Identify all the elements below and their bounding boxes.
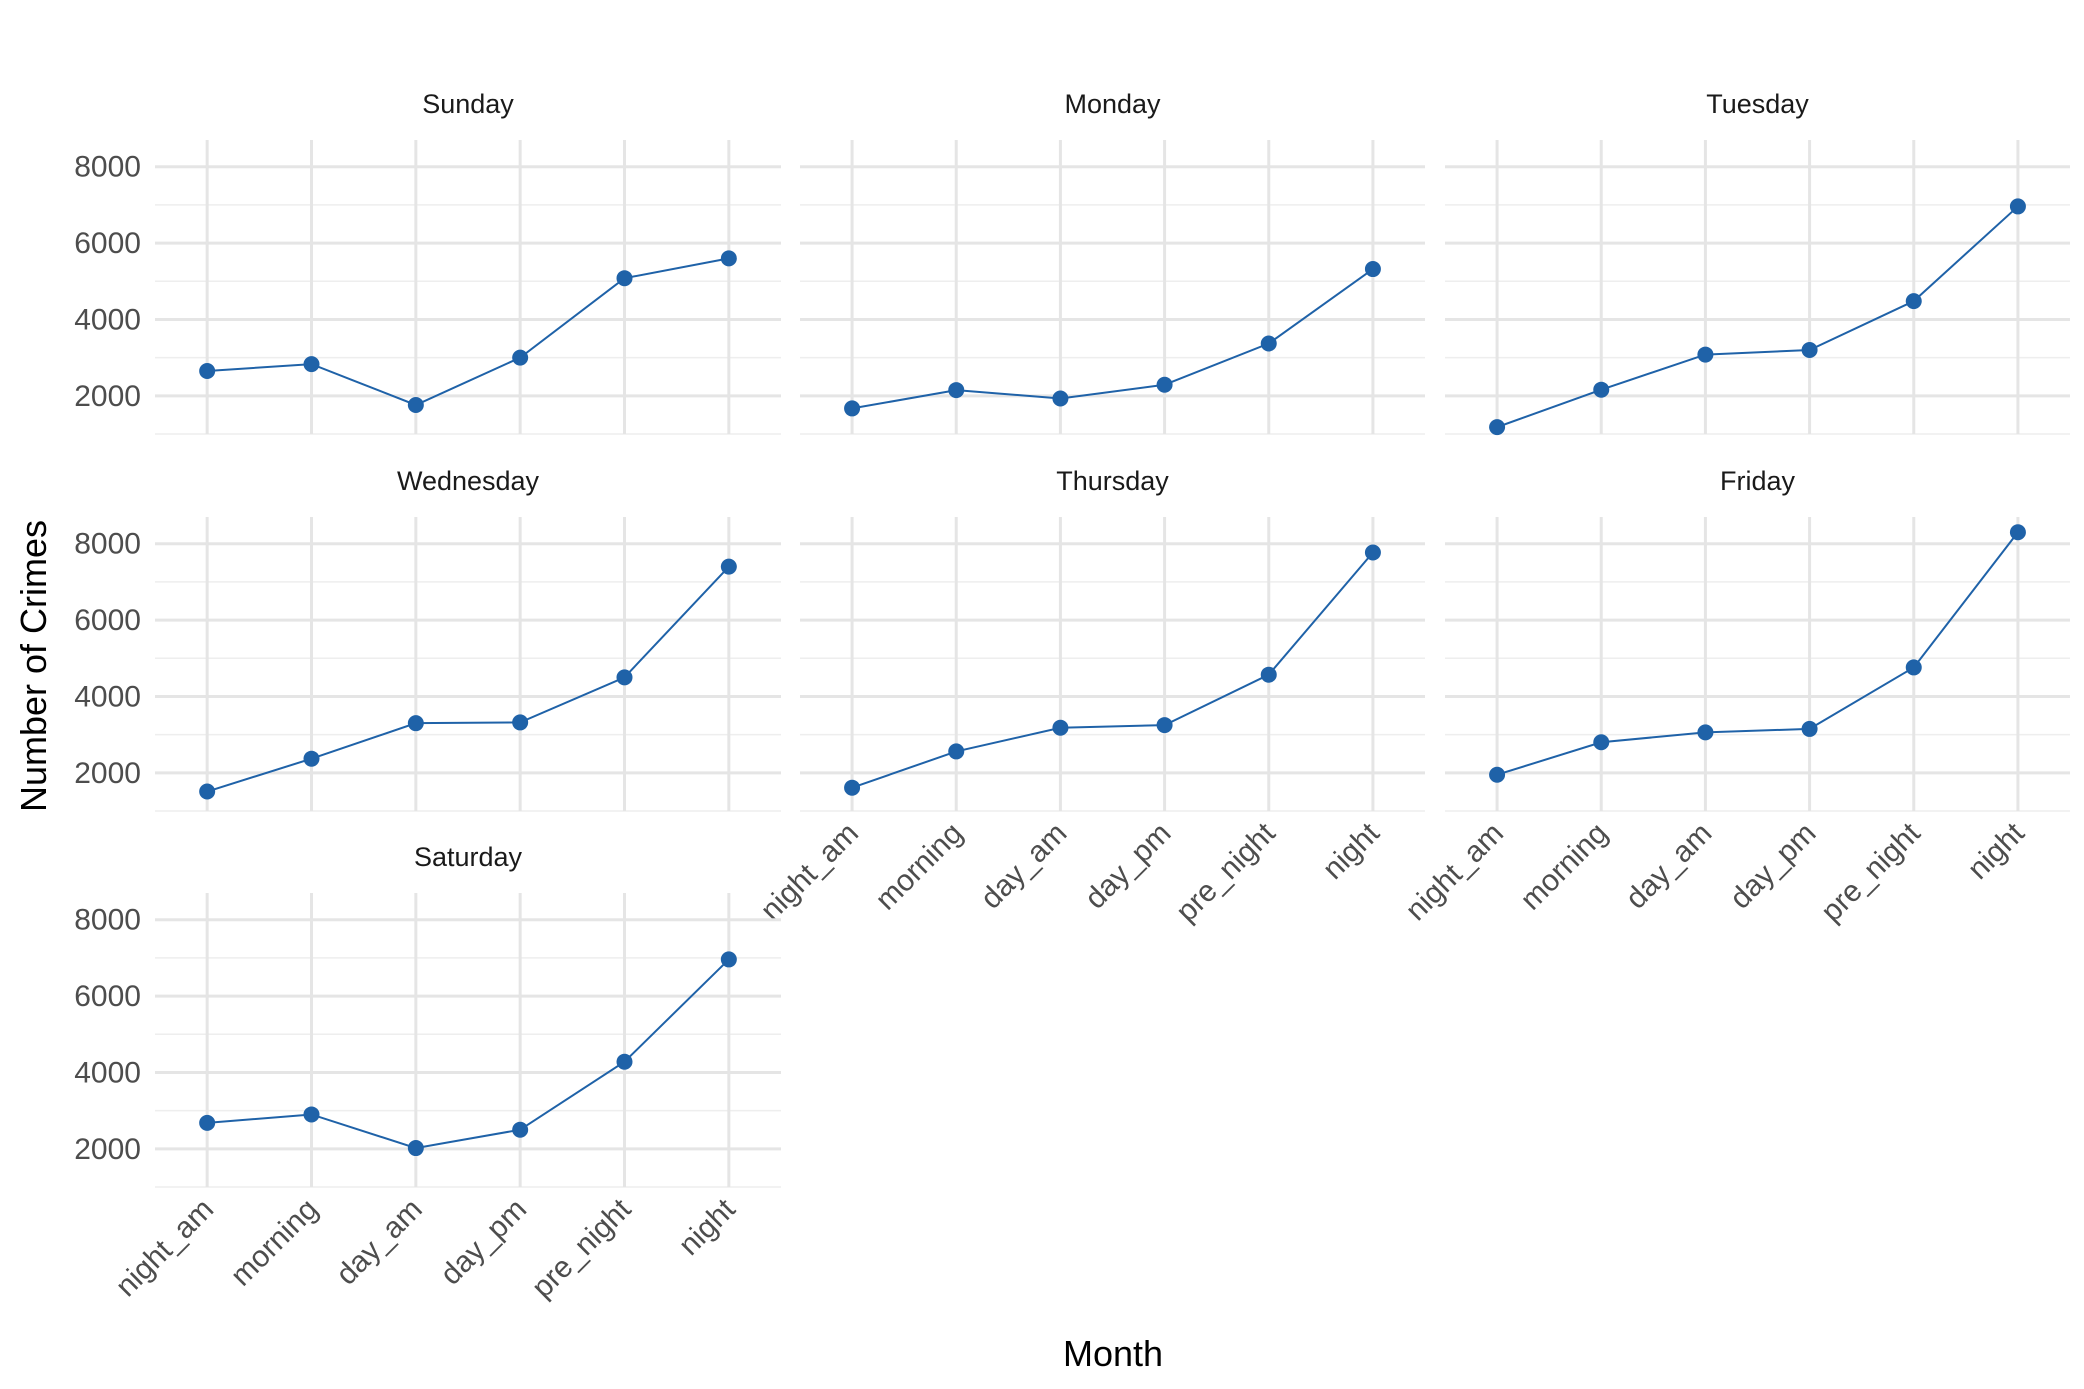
data-point [844, 400, 861, 417]
y-tick-label: 4000 [74, 303, 141, 336]
x-tick-label: day_pm [1724, 817, 1823, 916]
data-point [512, 1121, 529, 1138]
x-tick-label: morning [224, 1193, 324, 1293]
series-line-saturday [207, 958, 730, 1150]
data-point [1905, 659, 1922, 676]
y-tick-label: 6000 [74, 227, 141, 260]
x-tick-label: pre_night [1170, 816, 1282, 928]
data-point [512, 714, 529, 731]
y-tick-label: 8000 [74, 151, 141, 184]
data-point [1364, 544, 1381, 561]
data-point [1697, 724, 1714, 741]
facet-title-saturday: Saturday [414, 842, 523, 872]
data-point [407, 1140, 424, 1157]
y-tick-label: 8000 [74, 904, 141, 937]
data-point [199, 783, 216, 800]
data-point [199, 1114, 216, 1131]
series-line-monday [851, 268, 1374, 410]
data-point [948, 382, 965, 399]
panel-thursday: Thursday night_am morning day_am day_pmpre_n… [754, 466, 1425, 928]
data-point [844, 779, 861, 796]
x-tick-label: morning [869, 817, 969, 917]
series-line-tuesday [1496, 205, 2019, 429]
data-point [1905, 293, 1922, 310]
y-tick-label: 6000 [74, 604, 141, 637]
data-point [1489, 419, 1506, 436]
data-point [1260, 335, 1277, 352]
data-point [720, 558, 737, 575]
data-point [199, 363, 216, 379]
y-tick-label: 2000 [74, 757, 141, 790]
facet-title-monday: Monday [1064, 89, 1161, 119]
y-tick-label: 2000 [74, 380, 141, 413]
data-point [2009, 198, 2026, 215]
panel-tuesday: Tuesday [1445, 89, 2070, 436]
data-point [1156, 717, 1173, 734]
facet-title-sunday: Sunday [422, 89, 514, 119]
x-tick-label: night_am [110, 1193, 221, 1304]
facet-title-wednesday: Wednesday [397, 466, 540, 496]
x-tick-label: day_am [330, 1193, 429, 1292]
data-point [616, 1053, 633, 1070]
panel-sunday: Sunday 2000 4000 6000 8000 [74, 89, 781, 435]
y-axis-title: Number of Crimes [13, 520, 54, 812]
data-point [1593, 381, 1610, 398]
x-axis-title: Month [1063, 1333, 1163, 1374]
x-tick-label: night [672, 1192, 742, 1262]
x-tick-label: day_am [1620, 817, 1719, 916]
facet-title-tuesday: Tuesday [1706, 89, 1809, 119]
data-point [1593, 734, 1610, 751]
facet-title-friday: Friday [1720, 466, 1796, 496]
series-line-sunday [207, 257, 730, 407]
x-tick-label: day_pm [434, 1193, 533, 1292]
data-point [303, 356, 320, 373]
data-point [1697, 346, 1714, 363]
data-point [1364, 261, 1381, 278]
series-line-friday [1496, 531, 2019, 776]
series-line-thursday [851, 551, 1374, 789]
x-tick-label: pre_night [526, 1192, 638, 1304]
facet-title-thursday: Thursday [1056, 466, 1169, 496]
data-point [720, 250, 737, 267]
y-tick-label: 8000 [74, 528, 141, 561]
data-point [1052, 390, 1069, 407]
data-point [616, 669, 633, 686]
panel-friday: Friday night_am morning day_am day_pmpre_nig… [1399, 466, 2070, 928]
series-line-wednesday [206, 565, 730, 793]
x-tick-label: morning [1514, 817, 1614, 917]
y-tick-label: 2000 [74, 1133, 141, 1166]
x-tick-label: pre_night [1815, 816, 1927, 928]
panel-wednesday: Wednesday 2000 4000 6000 8000 [74, 466, 781, 812]
x-tick-label: day_pm [1079, 817, 1178, 916]
data-point [1489, 766, 1506, 783]
data-point [512, 349, 529, 366]
data-point [720, 951, 737, 968]
x-tick-label: night_am [754, 817, 865, 928]
data-point [407, 396, 424, 413]
y-tick-label: 4000 [74, 680, 141, 713]
y-tick-label: 6000 [74, 980, 141, 1013]
data-point [1260, 666, 1277, 683]
data-point [616, 270, 633, 287]
data-point [1052, 719, 1069, 736]
x-tick-label: night_am [1399, 817, 1510, 928]
data-point [2009, 524, 2026, 541]
data-point [407, 715, 424, 732]
x-tick-label: day_am [975, 817, 1074, 916]
data-point [303, 1106, 320, 1123]
panel-monday: Monday [800, 89, 1425, 435]
y-tick-label: 4000 [74, 1056, 141, 1089]
x-tick-label: night [1962, 816, 2032, 886]
panels-layer: Sunday 2000 4000 6000 8000 Monday Tuesday Wedne… [74, 89, 2070, 1304]
x-tick-label: night [1317, 816, 1387, 886]
data-point [948, 743, 965, 760]
data-point [1801, 720, 1818, 737]
data-point [1156, 376, 1173, 393]
data-point [303, 750, 320, 767]
data-point [1801, 342, 1818, 358]
